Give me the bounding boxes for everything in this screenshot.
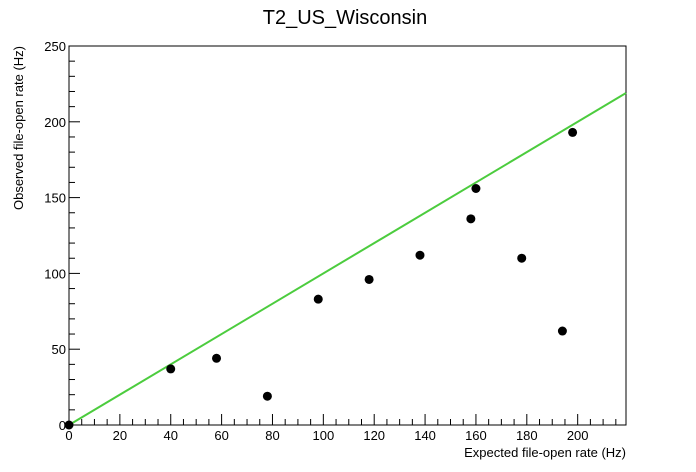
data-point xyxy=(568,127,578,137)
x-tick-label: 20 xyxy=(113,428,127,443)
x-tick-label: 60 xyxy=(214,428,228,443)
reference-line-group xyxy=(68,92,627,426)
y-tick-label: 200 xyxy=(44,115,66,130)
y-axis-label: Observed file-open rate (Hz) xyxy=(11,46,26,210)
x-axis-label: Expected file-open rate (Hz) xyxy=(464,445,626,460)
data-point xyxy=(364,274,374,284)
y-axis: 0 50 100 150 200 250 xyxy=(44,39,80,433)
data-point xyxy=(64,420,74,430)
data-point xyxy=(415,250,425,260)
plot-frame xyxy=(68,45,627,426)
y-tick-label: 250 xyxy=(44,39,66,54)
data-point xyxy=(471,184,481,194)
data-point xyxy=(517,253,527,263)
x-tick-label: 0 xyxy=(65,428,72,443)
y-tick-label: 50 xyxy=(52,342,66,357)
data-point xyxy=(557,326,567,336)
chart-title: T2_US_Wisconsin xyxy=(263,7,428,29)
y-tick-label: 100 xyxy=(44,266,66,281)
y-tick-label: 0 xyxy=(59,418,66,433)
x-tick-label: 180 xyxy=(516,428,538,443)
data-point xyxy=(212,353,222,363)
reference-line xyxy=(68,92,627,426)
x-tick-label: 200 xyxy=(567,428,589,443)
x-tick-label: 160 xyxy=(465,428,487,443)
data-point xyxy=(313,294,323,304)
y-tick-label: 150 xyxy=(44,191,66,206)
x-tick-label: 80 xyxy=(265,428,279,443)
x-axis: 0 20 40 60 80 100 120 140 160 180 200 xyxy=(65,414,617,443)
x-tick-label: 100 xyxy=(312,428,334,443)
data-point xyxy=(262,391,272,401)
x-tick-label: 120 xyxy=(363,428,385,443)
x-tick-label: 140 xyxy=(414,428,436,443)
data-point xyxy=(466,214,476,224)
x-tick-label: 40 xyxy=(164,428,178,443)
data-points xyxy=(64,127,578,430)
data-point xyxy=(166,364,176,374)
